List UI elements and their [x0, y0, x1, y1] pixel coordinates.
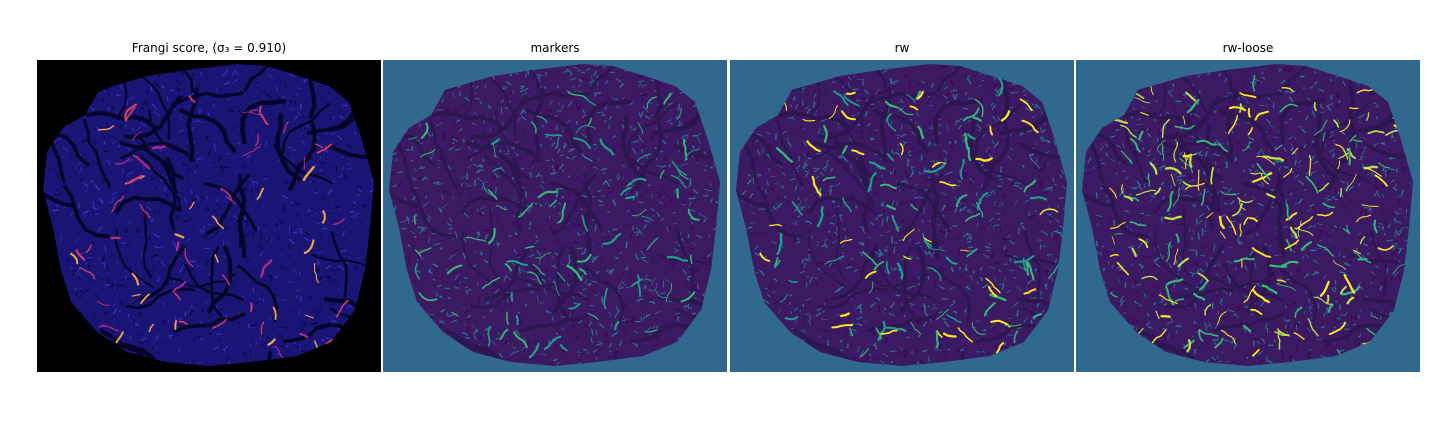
panel-title-rw-loose: rw-loose	[1222, 41, 1274, 55]
frangi-score-image	[37, 60, 381, 372]
panel-title-markers: markers	[530, 41, 580, 55]
tissue-region	[389, 64, 720, 366]
panel-rw-loose-image	[1076, 60, 1420, 372]
tissue-region	[1082, 64, 1413, 366]
panel-title-rw: rw	[894, 41, 910, 55]
panel-title-frangi: Frangi score, (σ₃ = 0.910)	[131, 41, 287, 55]
tissue-region	[736, 64, 1067, 366]
rw-loose-image	[1076, 60, 1420, 372]
rw-image	[730, 60, 1074, 372]
panel-frangi-image	[37, 60, 381, 372]
panel-rw-image	[730, 60, 1074, 372]
markers-image	[383, 60, 727, 372]
tissue-region	[43, 64, 374, 366]
panel-markers-image	[383, 60, 727, 372]
vessel-texture	[736, 64, 1067, 366]
